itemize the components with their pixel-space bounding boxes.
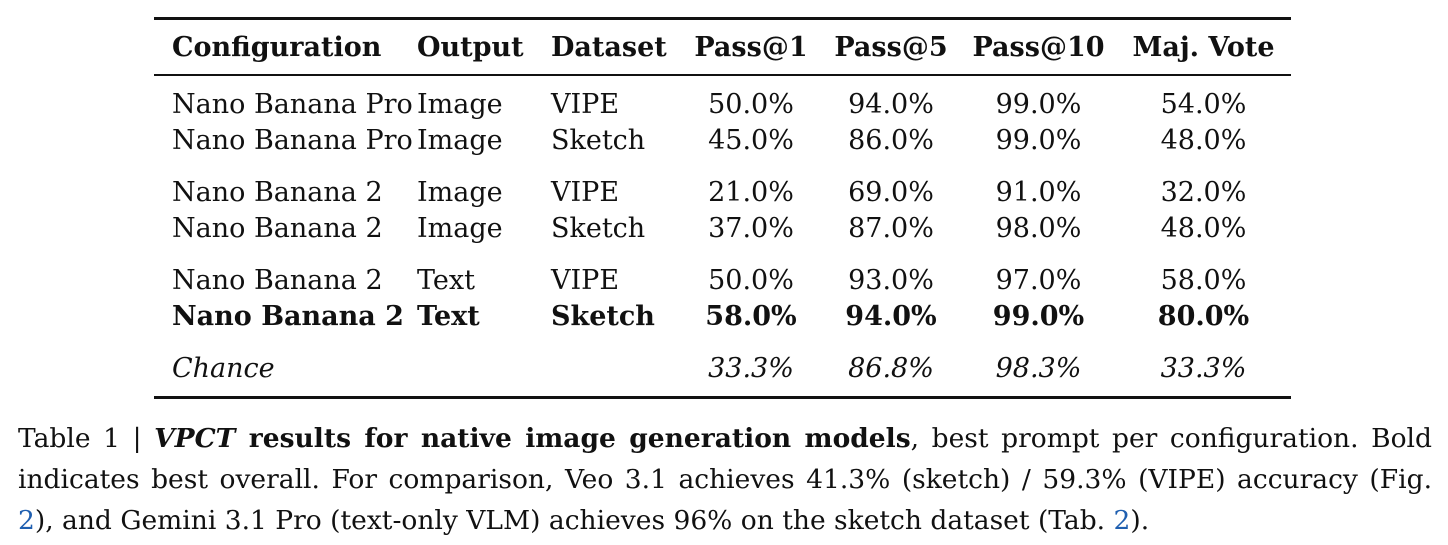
cell-output: Text (417, 300, 480, 332)
cell-configuration: Nano Banana 2 (172, 264, 383, 296)
cell-pass-at-1: 37.0% (708, 212, 794, 244)
cell-output: Image (417, 124, 503, 156)
results-table-container: Configuration Output Dataset Pass@1 Pass… (154, 17, 1291, 399)
cell-pass-at-10: 97.0% (995, 264, 1082, 296)
header-pass-at-5: Pass@5 (834, 31, 948, 63)
caption-prefix: Table 1 | (18, 423, 155, 454)
header-dataset: Dataset (551, 31, 667, 63)
cell-pass-at-1: 58.0% (705, 300, 797, 332)
header-pass-at-1: Pass@1 (694, 31, 808, 63)
cell-dataset: VIPE (551, 176, 620, 208)
cell-configuration: Chance (172, 352, 275, 384)
cell-configuration: Nano Banana 2 (172, 300, 404, 332)
cell-dataset: Sketch (551, 212, 646, 244)
cell-pass-at-10: 98.0% (995, 212, 1082, 244)
cell-dataset: VIPE (551, 264, 620, 296)
table-row: Nano Banana 2 Image Sketch 37.0% 87.0% 9… (154, 210, 1291, 246)
cell-pass-at-5: 87.0% (848, 212, 934, 244)
cell-pass-at-10: 99.0% (995, 124, 1082, 156)
cell-pass-at-1: 45.0% (708, 124, 794, 156)
cell-output: Image (417, 212, 503, 244)
cell-configuration: Nano Banana 2 (172, 212, 383, 244)
cell-pass-at-5: 86.8% (848, 352, 934, 384)
cell-output: Image (417, 88, 503, 120)
cell-pass-at-10: 99.0% (992, 300, 1085, 332)
cell-pass-at-1: 21.0% (708, 176, 794, 208)
table-row: Nano Banana Pro Image VIPE 50.0% 94.0% 9… (154, 75, 1291, 122)
table-header-row: Configuration Output Dataset Pass@1 Pass… (154, 18, 1291, 75)
cell-majority-vote: 48.0% (1160, 212, 1247, 244)
cell-pass-at-5: 86.0% (848, 124, 934, 156)
header-configuration: Configuration (172, 31, 382, 63)
figure-reference-link[interactable]: 2 (18, 505, 35, 536)
cell-pass-at-1: 50.0% (708, 264, 794, 296)
table-row: Nano Banana 2 Text VIPE 50.0% 93.0% 97.0… (154, 246, 1291, 298)
cell-output (417, 334, 551, 398)
cell-dataset: Sketch (551, 124, 646, 156)
cell-output: Text (417, 264, 475, 296)
header-pass-at-10: Pass@10 (972, 31, 1105, 63)
cell-majority-vote: 48.0% (1160, 124, 1247, 156)
table-row-best: Nano Banana 2 Text Sketch 58.0% 94.0% 99… (154, 298, 1291, 334)
cell-configuration: Nano Banana Pro (172, 124, 413, 156)
cell-majority-vote: 80.0% (1157, 300, 1250, 332)
header-output: Output (417, 31, 524, 63)
table-caption: Table 1 | VPCT results for native image … (18, 418, 1432, 541)
cell-majority-vote: 54.0% (1160, 88, 1247, 120)
cell-pass-at-1: 33.3% (708, 352, 794, 384)
caption-text-2: ), and Gemini 3.1 Pro (text-only VLM) ac… (34, 505, 1114, 536)
caption-vpct: VPCT (154, 423, 236, 454)
cell-pass-at-10: 98.3% (995, 352, 1082, 384)
caption-text-3: ). (1130, 505, 1150, 536)
header-majority-vote: Maj. Vote (1132, 31, 1275, 63)
cell-dataset: VIPE (551, 88, 620, 120)
cell-majority-vote: 58.0% (1160, 264, 1247, 296)
cell-configuration: Nano Banana Pro (172, 88, 413, 120)
cell-dataset (551, 334, 681, 398)
caption-bold-title: results for native image generation mode… (235, 423, 911, 454)
table-row: Nano Banana 2 Image VIPE 21.0% 69.0% 91.… (154, 158, 1291, 210)
cell-pass-at-10: 91.0% (995, 176, 1082, 208)
cell-majority-vote: 33.3% (1160, 352, 1247, 384)
results-table: Configuration Output Dataset Pass@1 Pass… (154, 17, 1291, 399)
table-row-chance: Chance 33.3% 86.8% 98.3% 33.3% (154, 334, 1291, 398)
cell-output: Image (417, 176, 503, 208)
cell-pass-at-5: 94.0% (848, 88, 934, 120)
caption-text-1: , best prompt per configuration. Bold in… (18, 423, 1432, 495)
cell-majority-vote: 32.0% (1160, 176, 1247, 208)
cell-pass-at-5: 69.0% (848, 176, 934, 208)
cell-dataset: Sketch (551, 300, 655, 332)
cell-pass-at-5: 94.0% (845, 300, 937, 332)
cell-pass-at-1: 50.0% (708, 88, 794, 120)
cell-pass-at-5: 93.0% (848, 264, 934, 296)
table-row: Nano Banana Pro Image Sketch 45.0% 86.0%… (154, 122, 1291, 158)
cell-pass-at-10: 99.0% (995, 88, 1082, 120)
table-reference-link[interactable]: 2 (1113, 505, 1131, 536)
cell-configuration: Nano Banana 2 (172, 176, 383, 208)
